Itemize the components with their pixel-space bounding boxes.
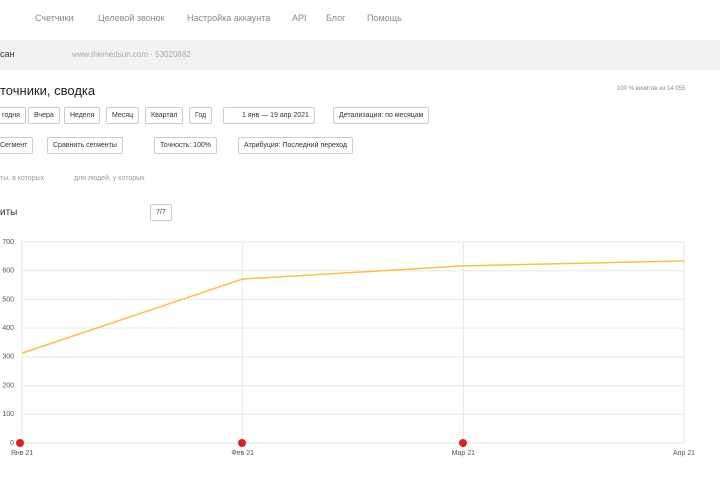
x-tick-label: Янв 21 [11, 450, 33, 457]
line [21, 260, 685, 354]
counter-site: www.themedsun.com · 53020882 [72, 50, 191, 59]
y-tick-label: 600 [2, 268, 14, 275]
y-tick-label: 0 [10, 440, 14, 447]
annotation-marker [16, 439, 24, 447]
annotation-marker [459, 439, 467, 447]
nav-link[interactable]: Блог [326, 13, 346, 23]
counter-bar [0, 40, 720, 70]
filter-button[interactable]: Сегмент [0, 137, 34, 154]
y-tick-label: 400 [2, 325, 14, 332]
visits-note: 100 % визитов из 14 055 [617, 86, 686, 92]
date-range[interactable]: 1 янв — 19 апр 2021 [223, 107, 315, 124]
y-tick-label: 200 [2, 382, 14, 389]
condition: для людей, у которых [74, 175, 145, 182]
period-button[interactable]: Год [189, 107, 213, 124]
filter-button[interactable]: Точность: 100% [154, 137, 218, 154]
y-tick-label: 500 [2, 296, 14, 303]
period-button[interactable]: Вчера [28, 107, 60, 124]
nav-link[interactable]: Настройка аккаунта [187, 13, 271, 23]
nav-link[interactable]: API [292, 13, 307, 23]
y-tick-label: 700 [2, 239, 14, 246]
metric-label: иты [0, 207, 18, 218]
x-tick-label: Мар 21 [452, 450, 476, 457]
y-tick-label: 100 [2, 411, 14, 418]
period-button[interactable]: Неделя [64, 107, 101, 124]
nav-link[interactable]: Целевой звонок [98, 13, 165, 23]
period-button[interactable]: годня [0, 107, 26, 124]
x-tick-label: Фев 21 [231, 450, 254, 457]
counter-name[interactable]: сан [0, 49, 15, 59]
y-tick-label: 300 [2, 354, 14, 361]
series-select[interactable]: 7/7 [150, 204, 172, 221]
period-button[interactable]: Квартал [145, 107, 184, 124]
condition: ты, в которых [0, 175, 45, 182]
detail-select[interactable]: Детализация: по месяцам [333, 107, 430, 124]
x-tick-label: Апр 21 [673, 450, 695, 457]
nav-link[interactable]: Помощь [367, 13, 402, 23]
nav-link[interactable]: Счетчики [35, 13, 74, 23]
period-button[interactable]: Месяц [106, 107, 140, 124]
filter-button[interactable]: Сравнить сегменты [47, 137, 123, 154]
filter-button[interactable]: Атрибуция: Последний переход [238, 137, 354, 154]
report-title: точники, сводка [0, 83, 96, 98]
annotation-marker [238, 439, 246, 447]
